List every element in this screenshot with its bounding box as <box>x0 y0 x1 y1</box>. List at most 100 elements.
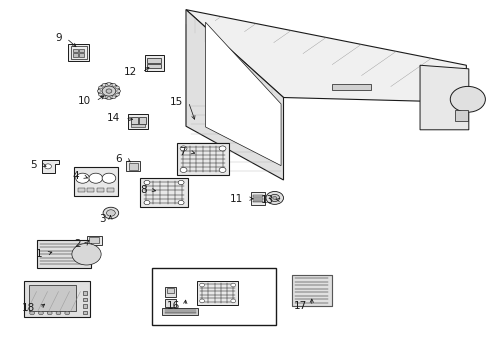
Circle shape <box>144 201 150 205</box>
Bar <box>140 178 187 207</box>
Circle shape <box>102 96 106 99</box>
Bar <box>73 53 78 57</box>
Circle shape <box>117 90 121 93</box>
Text: 12: 12 <box>124 67 137 77</box>
Circle shape <box>106 210 115 216</box>
Bar <box>129 163 138 170</box>
Circle shape <box>219 167 225 172</box>
Circle shape <box>178 180 183 185</box>
Circle shape <box>115 86 119 89</box>
Text: 1: 1 <box>36 248 42 258</box>
Bar <box>71 46 86 59</box>
Circle shape <box>199 283 204 287</box>
Bar <box>166 288 173 293</box>
Polygon shape <box>185 10 283 180</box>
Bar <box>253 195 263 197</box>
Text: 8: 8 <box>140 185 147 195</box>
Circle shape <box>102 84 106 86</box>
Bar <box>107 188 114 192</box>
Bar <box>164 287 175 297</box>
Text: 14: 14 <box>107 113 120 123</box>
Bar <box>73 49 78 52</box>
Text: 18: 18 <box>21 303 35 313</box>
Text: 16: 16 <box>166 301 180 311</box>
Bar <box>291 275 331 306</box>
Bar <box>87 236 102 245</box>
Bar <box>83 304 87 308</box>
Bar <box>79 53 84 57</box>
Bar <box>89 237 99 243</box>
Bar <box>79 49 84 52</box>
Bar <box>126 161 140 171</box>
Bar <box>139 117 145 124</box>
Circle shape <box>102 86 116 96</box>
Text: 5: 5 <box>31 160 37 170</box>
Bar <box>131 124 145 127</box>
Bar <box>78 188 84 192</box>
Bar <box>37 240 91 268</box>
Text: 13: 13 <box>260 195 273 205</box>
Circle shape <box>97 90 101 93</box>
Circle shape <box>47 311 52 315</box>
Bar <box>83 311 87 314</box>
Bar <box>197 281 238 305</box>
Bar <box>152 268 276 325</box>
Bar <box>253 198 263 199</box>
Text: 17: 17 <box>293 301 306 311</box>
Circle shape <box>39 311 43 315</box>
Circle shape <box>180 146 186 151</box>
Bar <box>331 84 370 90</box>
Bar <box>147 64 161 68</box>
Circle shape <box>219 146 225 151</box>
Circle shape <box>272 197 276 199</box>
Circle shape <box>89 173 102 183</box>
Polygon shape <box>185 10 466 101</box>
Circle shape <box>106 89 112 93</box>
Bar <box>29 284 75 311</box>
Bar <box>177 143 228 175</box>
Circle shape <box>76 173 89 183</box>
Bar <box>291 275 331 306</box>
Circle shape <box>30 311 35 315</box>
Circle shape <box>72 243 101 265</box>
Bar <box>454 110 467 121</box>
Circle shape <box>230 299 235 303</box>
Text: 10: 10 <box>78 96 91 106</box>
Circle shape <box>180 167 186 172</box>
Circle shape <box>199 299 204 303</box>
Circle shape <box>44 164 51 169</box>
Text: 6: 6 <box>115 154 122 164</box>
Bar <box>131 117 138 124</box>
Circle shape <box>112 96 116 99</box>
Bar <box>147 58 161 63</box>
Circle shape <box>98 83 120 99</box>
Circle shape <box>449 86 485 112</box>
Polygon shape <box>205 22 281 166</box>
Text: 3: 3 <box>99 214 105 224</box>
Circle shape <box>56 311 61 315</box>
Text: 11: 11 <box>230 194 243 204</box>
Circle shape <box>103 207 119 219</box>
Bar <box>250 192 265 205</box>
Bar <box>145 55 163 71</box>
Bar <box>97 188 104 192</box>
Circle shape <box>230 283 235 287</box>
Circle shape <box>265 192 283 204</box>
Bar <box>68 44 89 61</box>
Circle shape <box>115 93 119 96</box>
Bar <box>83 298 87 301</box>
Bar <box>83 291 87 295</box>
Bar <box>87 188 94 192</box>
Text: 4: 4 <box>72 171 79 181</box>
Circle shape <box>102 173 116 183</box>
Text: 7: 7 <box>179 147 185 157</box>
Text: 2: 2 <box>74 239 81 249</box>
Bar <box>128 114 148 130</box>
Bar <box>164 299 175 307</box>
Circle shape <box>269 194 279 202</box>
Circle shape <box>178 201 183 205</box>
Bar <box>253 201 263 202</box>
Polygon shape <box>42 160 59 173</box>
Circle shape <box>112 84 116 86</box>
Circle shape <box>99 86 102 89</box>
